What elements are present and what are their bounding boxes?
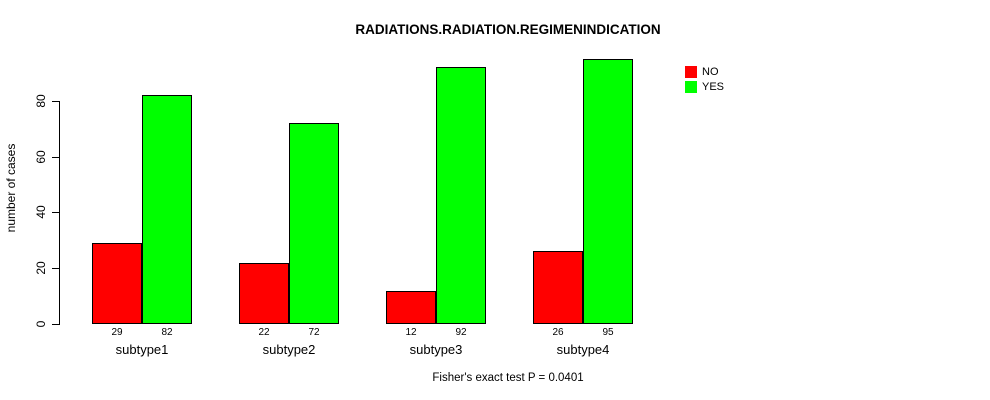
legend-label: NO: [702, 66, 719, 78]
bar-no-subtype4: [533, 251, 583, 324]
category-label-subtype4: subtype4: [556, 342, 610, 357]
category-label-subtype3: subtype3: [409, 342, 463, 357]
y-axis-tick-label-text: 40: [34, 205, 48, 220]
legend-item-no: NO: [685, 66, 724, 78]
legend-label: YES: [702, 81, 725, 93]
y-axis-tick: [52, 156, 59, 158]
y-axis-tick-label-text: 80: [34, 94, 48, 108]
category-label-subtype2: subtype2: [262, 342, 316, 357]
bar-value-label: 26: [552, 327, 564, 338]
bar-value-label: 22: [258, 327, 270, 338]
y-axis-tick: [52, 100, 59, 102]
legend-swatch-yes: [685, 81, 697, 93]
bar-no-subtype1: [92, 243, 142, 324]
bar-value-label: 82: [161, 327, 173, 338]
legend-swatch-no: [685, 66, 697, 78]
chart-title: RADIATIONS.RADIATION.REGIMENINDICATION: [355, 22, 661, 37]
bar-yes-subtype4: [583, 58, 633, 324]
bar-value-label: 95: [602, 327, 614, 338]
y-axis-tick: [52, 324, 59, 325]
bar-yes-subtype1: [142, 95, 192, 324]
bar-yes-subtype2: [289, 123, 339, 324]
y-axis-tick-label-text: 20: [34, 261, 48, 275]
bar-value-label: 12: [405, 327, 417, 338]
legend: NO YES: [685, 66, 724, 96]
y-axis-tick: [52, 212, 59, 214]
bar-no-subtype3: [386, 290, 436, 324]
y-axis-tick-label-text: 60: [34, 149, 48, 164]
bar-value-label: 92: [455, 327, 467, 338]
bar-value-label: 72: [308, 327, 320, 338]
bar-yes-subtype3: [436, 67, 486, 324]
y-axis-tick-label-text: 0: [34, 320, 48, 328]
y-axis-title-text: number of cases: [4, 143, 18, 233]
y-axis-line: [59, 100, 60, 325]
bar-value-label: 29: [111, 327, 123, 338]
category-label-subtype1: subtype1: [115, 342, 169, 357]
p-value-annotation: Fisher's exact test P = 0.0401: [432, 372, 584, 384]
y-axis-tick: [52, 268, 59, 270]
legend-item-yes: YES: [685, 81, 724, 93]
bar-no-subtype2: [239, 262, 289, 324]
